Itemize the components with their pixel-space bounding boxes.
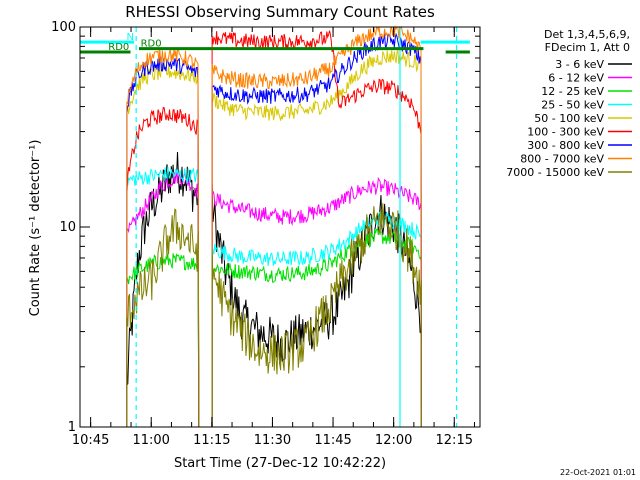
- footer-timestamp: 22-Oct-2021 01:01: [560, 468, 636, 477]
- series-6-12-kev-segment-2: [211, 176, 422, 428]
- series-3-6-kev: [126, 151, 422, 428]
- series-6-12-kev-segment-1: [126, 169, 200, 428]
- series-12-25-kev-segment-2: [211, 228, 422, 428]
- annotation-label-1: N: [126, 32, 133, 43]
- legend-label-50-100-kev: 50 - 100 keV: [534, 112, 604, 125]
- legend-label-25-50-kev: 25 - 50 keV: [541, 99, 604, 112]
- x-axis-label: Start Time (27-Dec-12 10:42:22): [174, 456, 386, 471]
- y-axis-label: Count Rate (s⁻¹ detector⁻¹): [28, 140, 43, 317]
- y-tick-label-2: 10: [59, 220, 76, 235]
- series-100-300-kev-segment-1: [126, 106, 200, 428]
- series-7000-15000-kev-segment-1: [126, 208, 200, 428]
- legend-header-line1: Det 1,3,4,5,6,9,: [544, 28, 630, 41]
- y-tick-label-1: 1: [68, 420, 76, 435]
- series-50-100-kev-segment-2: [211, 49, 422, 428]
- series-25-50-kev: [126, 166, 422, 428]
- series-50-100-kev: [126, 49, 422, 428]
- series-25-50-kev-segment-1: [126, 166, 200, 428]
- series-25-50-kev-segment-2: [211, 211, 422, 428]
- series-3-6-kev-segment-1: [126, 151, 200, 428]
- series-800-7000-kev-segment-1: [126, 47, 200, 428]
- series-100-300-kev-segment-2: [211, 30, 422, 428]
- legend-label-100-300-kev: 100 - 300 keV: [527, 126, 604, 139]
- series-6-12-kev: [126, 169, 422, 428]
- series-7000-15000-kev-segment-2: [211, 203, 422, 428]
- series-800-7000-kev-segment-2: [211, 25, 422, 428]
- x-tick-label-2: 11:00: [132, 433, 169, 448]
- series-12-25-kev-segment-1: [126, 253, 200, 428]
- series-100-300-kev: [126, 30, 422, 428]
- legend-label-7000-15000-kev: 7000 - 15000 keV: [506, 166, 604, 179]
- legend-label-800-7000-kev: 800 - 7000 keV: [520, 153, 604, 166]
- annotation-label-4: RD0: [141, 39, 162, 50]
- x-tick-label-4: 11:30: [254, 433, 291, 448]
- x-tick-label-3: 11:15: [193, 433, 230, 448]
- legend-label-3-6-kev: 3 - 6 keV: [555, 58, 604, 71]
- x-tick-label-5: 11:45: [314, 433, 351, 448]
- x-tick-label-6: 12:00: [375, 433, 412, 448]
- x-axis-ticks: 10:45 11:00 11:15 11:30 11:45 12:00 12:15: [72, 27, 475, 448]
- x-tick-label-7: 12:15: [436, 433, 473, 448]
- series-800-7000-kev: [126, 25, 422, 428]
- annotation-label-3: RD0: [108, 42, 129, 53]
- y-tick-label-3: 100: [51, 20, 76, 35]
- series-50-100-kev-segment-1: [126, 64, 200, 428]
- y-axis-ticks: 1 10 100: [51, 20, 480, 435]
- legend-label-6-12-kev: 6 - 12 keV: [548, 72, 604, 85]
- plot-area: [126, 25, 458, 428]
- legend-header-line2: FDecim 1, Att 0: [545, 41, 630, 54]
- chart-title: RHESSI Observing Summary Count Rates: [125, 3, 435, 21]
- x-tick-label-1: 10:45: [72, 433, 109, 448]
- legend-label-300-800-kev: 300 - 800 keV: [527, 139, 604, 152]
- series-12-25-kev: [126, 228, 422, 428]
- legend-label-12-25-kev: 12 - 25 keV: [541, 85, 604, 98]
- series-7000-15000-kev: [126, 203, 422, 428]
- series-300-800-kev-segment-2: [211, 32, 422, 428]
